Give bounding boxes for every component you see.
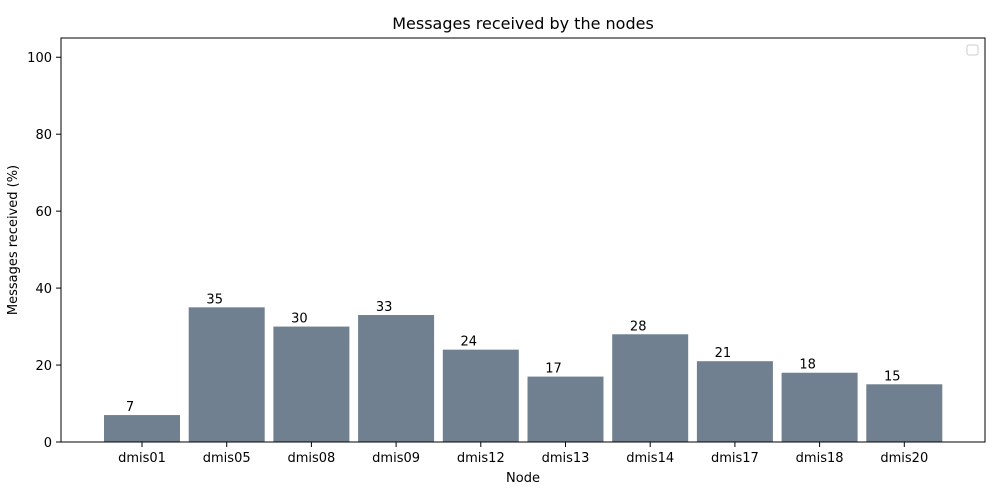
- data-label-dmis18: 18: [799, 358, 816, 373]
- bar-dmis09: [358, 315, 435, 442]
- bar-dmis08: [273, 326, 350, 442]
- bar-dmis18: [781, 372, 858, 442]
- x-tick-label-dmis20: dmis20: [880, 451, 928, 466]
- x-tick-label-dmis13: dmis13: [542, 451, 590, 466]
- data-label-dmis08: 30: [291, 312, 308, 327]
- y-tick-label-40: 40: [35, 282, 52, 297]
- data-labels-layer: 7 35 30 33 24 17 28 21 18 15: [126, 292, 901, 415]
- bar-dmis13: [527, 376, 604, 442]
- bar-dmis17: [696, 361, 773, 442]
- bar-dmis14: [612, 334, 689, 442]
- y-tick-label-60: 60: [35, 205, 52, 220]
- y-axis: 0 20 40 60 80 100: [27, 51, 61, 451]
- data-label-dmis09: 33: [376, 300, 393, 315]
- y-tick-label-0: 0: [44, 436, 52, 451]
- x-tick-label-dmis17: dmis17: [711, 451, 759, 466]
- data-label-dmis05: 35: [206, 292, 223, 307]
- bar-dmis05: [188, 307, 265, 442]
- x-tick-label-dmis09: dmis09: [372, 451, 420, 466]
- data-label-dmis17: 21: [715, 346, 732, 361]
- legend-box: [966, 44, 979, 56]
- x-tick-label-dmis05: dmis05: [203, 451, 251, 466]
- x-tick-label-dmis08: dmis08: [287, 451, 335, 466]
- x-axis-label: Node: [506, 471, 540, 486]
- data-label-dmis14: 28: [630, 319, 647, 334]
- x-tick-label-dmis14: dmis14: [626, 451, 674, 466]
- bars-layer: [104, 307, 943, 442]
- chart-title: Messages received by the nodes: [392, 14, 654, 33]
- bar-dmis20: [866, 384, 943, 442]
- y-tick-label-100: 100: [27, 51, 52, 66]
- x-axis: dmis01 dmis05 dmis08 dmis09 dmis12 dmis13 dmis…: [118, 442, 928, 466]
- x-tick-label-dmis01: dmis01: [118, 451, 166, 466]
- data-label-dmis20: 15: [884, 369, 901, 384]
- bar-dmis12: [442, 349, 519, 442]
- x-tick-label-dmis18: dmis18: [796, 451, 844, 466]
- data-label-dmis12: 24: [461, 335, 478, 350]
- y-tick-label-20: 20: [35, 359, 52, 374]
- x-tick-label-dmis12: dmis12: [457, 451, 505, 466]
- data-label-dmis13: 17: [545, 362, 562, 377]
- bar-dmis01: [104, 415, 180, 442]
- y-tick-label-80: 80: [35, 128, 52, 143]
- data-label-dmis01: 7: [126, 400, 134, 415]
- y-axis-label: Messages received (%): [6, 165, 21, 315]
- plot-frame: [60, 37, 986, 443]
